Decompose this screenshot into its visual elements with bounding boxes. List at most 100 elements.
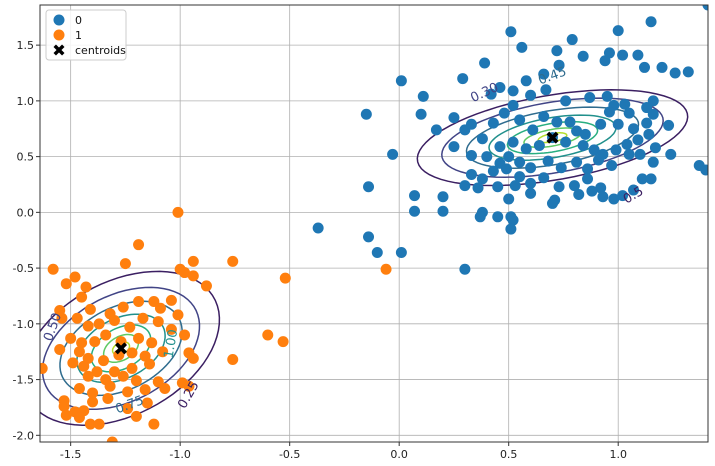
data-point-1: [108, 366, 120, 378]
data-point-0: [457, 73, 469, 85]
data-point-0: [647, 156, 659, 168]
contour-line-1-1.5: [102, 333, 140, 363]
data-point-0: [617, 190, 629, 202]
data-point-0: [619, 98, 631, 110]
data-point-0: [494, 81, 506, 93]
data-point-0: [579, 128, 591, 140]
data-point-1: [108, 314, 120, 326]
y-tick-label: -2.0: [13, 429, 34, 442]
y-tick-label: 1.0: [17, 95, 35, 108]
data-point-0: [612, 25, 624, 37]
data-point-1: [91, 366, 103, 378]
data-point-0: [360, 108, 372, 120]
data-point-0: [448, 141, 460, 153]
data-point-0: [540, 84, 552, 96]
data-point-1: [154, 302, 166, 314]
data-point-0: [437, 191, 449, 203]
data-point-1: [71, 312, 83, 324]
legend: 0 1 centroids: [45, 9, 127, 61]
data-point-0: [505, 26, 517, 38]
data-point-0: [492, 211, 504, 223]
data-point-1: [87, 387, 99, 399]
data-point-1: [279, 272, 291, 284]
data-point-0: [476, 173, 488, 185]
data-point-0: [577, 139, 589, 151]
data-point-1: [54, 343, 66, 355]
data-point-0: [663, 119, 675, 131]
data-point-1: [183, 347, 195, 359]
data-point-0: [465, 149, 477, 161]
y-tick-label: 0.0: [17, 206, 35, 219]
data-point-1: [65, 332, 77, 344]
data-point-0: [623, 107, 635, 119]
data-point-0: [395, 75, 407, 87]
point-layer: [40, 5, 708, 442]
legend-box: [45, 9, 127, 61]
y-tick-label: -1.0: [13, 318, 34, 331]
data-point-0: [492, 181, 504, 193]
data-point-0: [520, 143, 532, 155]
data-point-1: [157, 346, 169, 358]
data-point-0: [514, 171, 526, 183]
data-point-0: [503, 193, 515, 205]
data-point-1: [76, 291, 88, 303]
data-point-0: [560, 136, 572, 148]
data-point-0: [555, 162, 567, 174]
data-point-0: [395, 246, 407, 258]
data-point-0: [595, 182, 607, 194]
data-point-1: [93, 418, 105, 430]
data-point-1: [119, 258, 131, 270]
data-point-1: [126, 347, 138, 359]
data-point-0: [459, 263, 471, 275]
data-point-1: [60, 409, 72, 421]
data-point-0: [628, 184, 640, 196]
data-point-1: [165, 294, 177, 306]
data-point-0: [485, 88, 497, 100]
legend-marker-centroids: [53, 44, 65, 56]
data-point-0: [514, 114, 526, 126]
legend-label: 0: [75, 14, 82, 27]
data-point-1: [133, 239, 145, 251]
data-point-0: [645, 16, 657, 28]
contour-label: 1.00: [162, 328, 182, 359]
data-point-0: [505, 223, 517, 235]
data-point-0: [601, 90, 613, 102]
data-point-0: [546, 197, 558, 209]
x-tick-label: 0.5: [500, 448, 518, 461]
data-point-1: [93, 318, 105, 330]
x-tick-label: -1.5: [60, 448, 81, 461]
data-point-0: [415, 108, 427, 120]
data-point-0: [647, 95, 659, 107]
data-point-0: [595, 118, 607, 130]
data-point-1: [227, 354, 239, 366]
data-point-1: [100, 329, 112, 341]
data-point-1: [187, 255, 199, 267]
y-axis: -2.0 -1.5 -1.0 -0.5 0.0 0.5 1.0 1.5: [13, 39, 40, 442]
data-point-0: [571, 156, 583, 168]
data-point-1: [133, 332, 145, 344]
data-point-1: [58, 400, 70, 412]
data-point-0: [634, 148, 646, 160]
data-point-1: [73, 346, 85, 358]
data-point-1: [60, 278, 72, 290]
data-point-0: [487, 165, 499, 177]
data-point-0: [597, 191, 609, 203]
data-point-1: [179, 267, 191, 279]
data-point-1: [80, 281, 92, 293]
data-point-1: [117, 301, 129, 313]
data-point-0: [621, 138, 633, 150]
data-point-1: [144, 358, 156, 370]
data-point-0: [669, 67, 681, 79]
data-point-1: [40, 362, 48, 374]
data-point-0: [586, 185, 598, 197]
data-point-0: [702, 5, 708, 11]
data-point-1: [82, 320, 94, 332]
data-point-1: [124, 321, 136, 333]
centroid-marker: [546, 131, 559, 144]
data-point-0: [553, 181, 565, 193]
data-point-0: [437, 205, 449, 217]
data-point-1: [73, 411, 85, 423]
data-point-0: [700, 164, 708, 176]
data-point-1: [102, 393, 114, 405]
